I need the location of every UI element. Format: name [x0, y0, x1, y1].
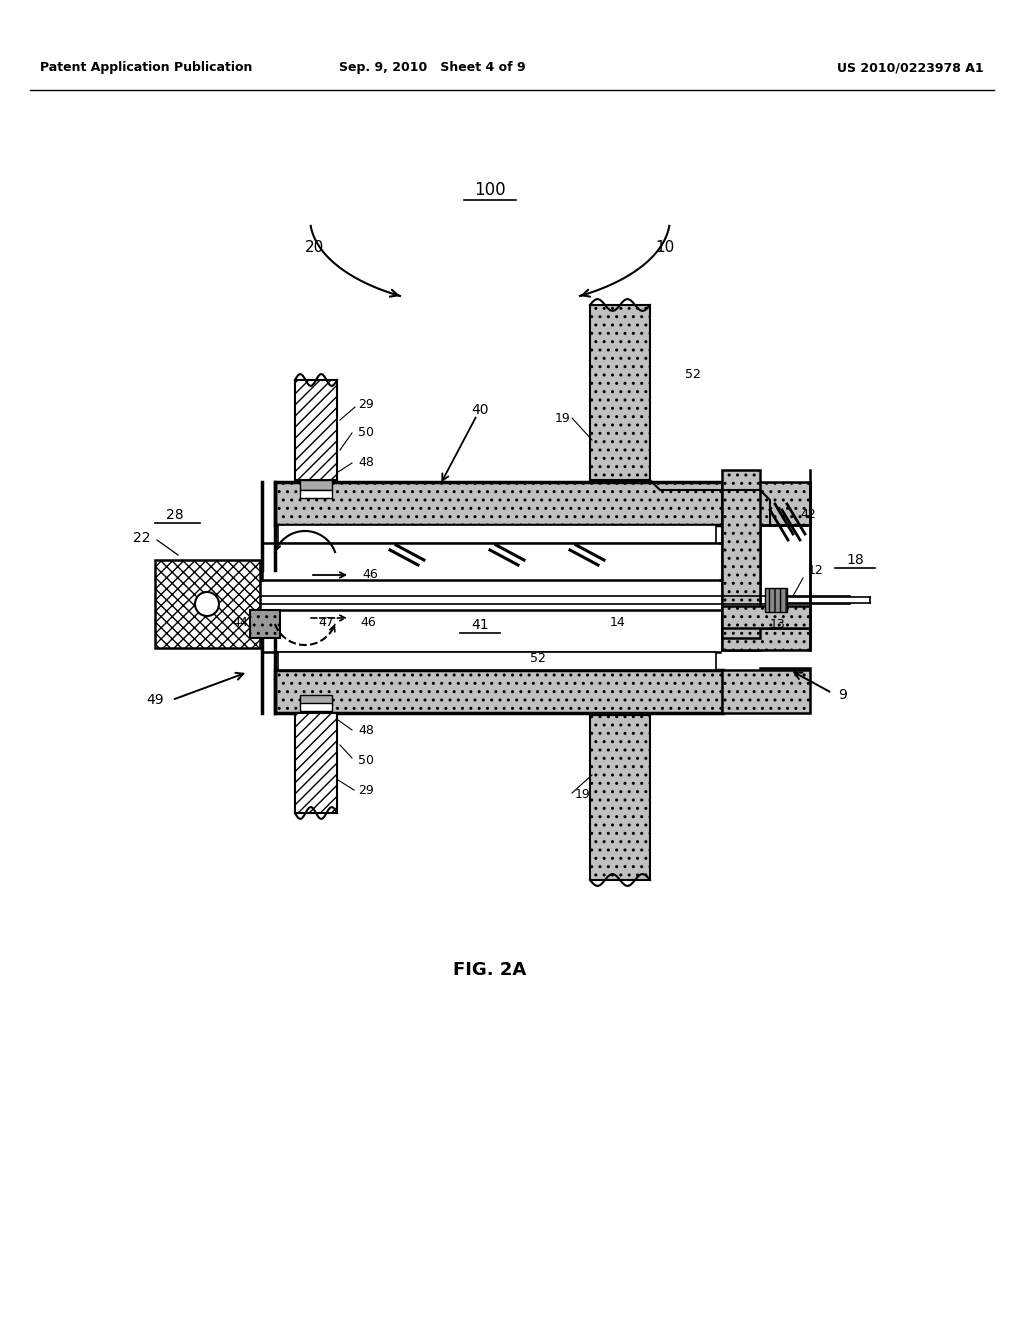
Text: 12: 12: [808, 564, 823, 577]
Text: 52: 52: [530, 652, 546, 664]
Text: US 2010/0223978 A1: US 2010/0223978 A1: [838, 62, 984, 74]
Text: 20: 20: [305, 240, 325, 256]
Text: 49: 49: [146, 693, 164, 708]
Text: 19: 19: [575, 788, 591, 801]
Text: 40: 40: [471, 403, 488, 417]
Text: Sep. 9, 2010   Sheet 4 of 9: Sep. 9, 2010 Sheet 4 of 9: [339, 62, 525, 74]
Text: 28: 28: [166, 508, 184, 521]
Bar: [300, 696, 332, 705]
Bar: [278, 652, 716, 671]
Bar: [722, 470, 760, 638]
Text: 29: 29: [358, 784, 374, 796]
Text: 50: 50: [358, 426, 374, 440]
Bar: [295, 380, 337, 480]
Text: 100: 100: [474, 181, 506, 199]
Bar: [155, 560, 260, 648]
Bar: [250, 610, 280, 638]
Text: 41: 41: [471, 618, 488, 632]
Circle shape: [195, 591, 219, 616]
Text: 48: 48: [358, 723, 374, 737]
Text: 47: 47: [318, 616, 334, 630]
Bar: [300, 490, 332, 498]
Bar: [722, 482, 810, 525]
Bar: [295, 713, 337, 813]
Bar: [722, 482, 760, 649]
Bar: [275, 482, 723, 525]
Bar: [722, 606, 810, 628]
Bar: [590, 305, 650, 480]
Text: Patent Application Publication: Patent Application Publication: [40, 62, 252, 74]
Bar: [275, 671, 723, 713]
Text: 50: 50: [358, 754, 374, 767]
Text: 9: 9: [838, 688, 847, 702]
Bar: [590, 715, 650, 880]
Text: 14: 14: [610, 615, 626, 628]
Text: 52: 52: [685, 368, 700, 381]
Text: 13: 13: [770, 619, 785, 631]
Text: 10: 10: [655, 240, 675, 256]
Text: 42: 42: [800, 508, 816, 521]
Bar: [722, 671, 810, 713]
Text: FIG. 2A: FIG. 2A: [454, 961, 526, 979]
Text: 46: 46: [362, 569, 378, 582]
Bar: [278, 525, 716, 543]
Text: 48: 48: [358, 457, 374, 470]
Text: 18: 18: [846, 553, 864, 568]
Bar: [300, 480, 332, 490]
Bar: [722, 628, 810, 649]
Bar: [300, 704, 332, 711]
Text: 29: 29: [358, 399, 374, 412]
Text: 22: 22: [133, 531, 151, 545]
Text: 19: 19: [554, 412, 570, 425]
Text: 44: 44: [232, 615, 248, 628]
Text: 46: 46: [360, 615, 376, 628]
Bar: [765, 587, 787, 612]
